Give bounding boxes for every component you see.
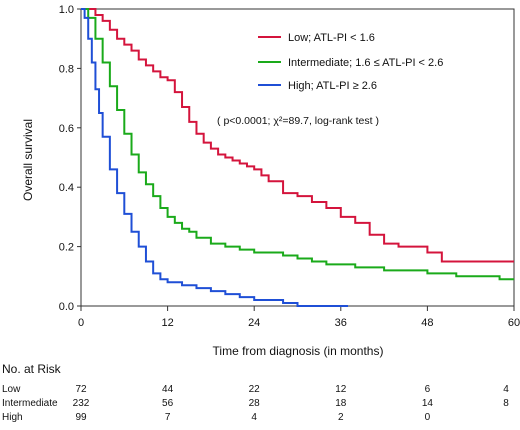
risk-row-label: Intermediate	[2, 398, 58, 409]
y-axis-title: Overall survival	[21, 119, 35, 201]
risk-value: 0	[424, 412, 431, 423]
x-tick-label: 0	[78, 317, 84, 329]
risk-value: 72	[75, 384, 87, 395]
y-tick-label: 0.4	[59, 182, 74, 194]
risk-table-title: No. at Risk	[2, 362, 61, 376]
risk-value: 18	[335, 398, 347, 409]
x-tick-label: 60	[508, 317, 520, 329]
risk-value: 8	[503, 398, 509, 409]
x-tick-label: 12	[161, 317, 173, 329]
plot-axes: 0.0 0.2 0.4 0.6 0.8 1.0 0 12 24 36 48 60	[59, 4, 520, 329]
y-tick-label: 0.6	[59, 123, 74, 135]
series-line-high	[81, 8, 349, 307]
risk-value: 2	[338, 412, 344, 423]
legend-label: High; ATL-PI ≥ 2.6	[288, 80, 377, 92]
annotation-text: ( p<0.0001; χ²=89.7, log-rank test )	[217, 115, 379, 127]
risk-value: 99	[75, 412, 87, 423]
risk-value: 14	[421, 398, 433, 409]
y-tick-label: 0.8	[59, 63, 74, 75]
risk-row-label: High	[2, 412, 23, 423]
y-tick-label: 0.2	[59, 242, 74, 254]
risk-value: 12	[335, 384, 347, 395]
x-axis-title: Time from diagnosis (in months)	[213, 344, 384, 358]
y-tick-label: 1.0	[59, 4, 74, 16]
x-tick-label: 36	[335, 317, 347, 329]
risk-value: 7	[164, 412, 171, 423]
risk-value: 56	[162, 398, 174, 409]
km-survival-chart: 0.0 0.2 0.4 0.6 0.8 1.0 0 12 24 36 48 60 Low; ATL-P…	[21, 4, 520, 358]
risk-table: No. at Risk Low 72 44 22 12 6 4 Intermediate 232…	[0, 362, 520, 430]
series-line-intermediate	[81, 8, 514, 281]
risk-value: 4	[503, 384, 509, 395]
risk-row-label: Low	[2, 384, 21, 395]
legend: Low; ATL-PI < 1.6 Intermediate; 1.6 ≤ ATL…	[258, 32, 443, 92]
risk-value: 4	[251, 412, 257, 423]
x-tick-label: 24	[248, 317, 260, 329]
legend-label: Intermediate; 1.6 ≤ ATL-PI < 2.6	[288, 57, 443, 69]
risk-value: 44	[162, 384, 174, 395]
series-lines	[81, 8, 514, 307]
y-tick-label: 0.0	[59, 301, 74, 313]
series-line-low	[81, 8, 514, 263]
legend-label: Low; ATL-PI < 1.6	[288, 32, 375, 44]
risk-value: 232	[72, 398, 90, 409]
x-tick-label: 48	[421, 317, 433, 329]
risk-value: 6	[424, 384, 431, 395]
risk-value: 22	[248, 384, 260, 395]
risk-value: 28	[248, 398, 260, 409]
